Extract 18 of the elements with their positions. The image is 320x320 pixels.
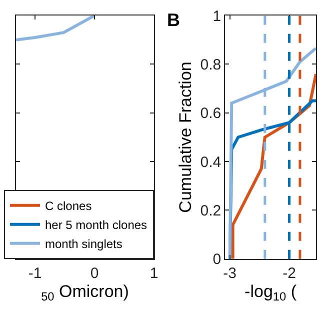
- legend-label: C clones: [45, 199, 92, 214]
- x-axis-title: -log$_{10}$ (: [244, 282, 297, 304]
- y-tick-label: 0.6: [200, 105, 222, 122]
- x-axis-title: $_{50}$ Omicron): [41, 282, 129, 304]
- y-tick-label: 0.8: [200, 56, 222, 74]
- y-tick-label: 0.4: [200, 154, 222, 171]
- y-tick-label: 1: [212, 8, 222, 25]
- legend-label: her 5 month clones: [45, 218, 148, 232]
- legend-label: month singlets: [45, 237, 122, 252]
- y-axis-title: Cumulative Fraction: [176, 62, 195, 213]
- x-tick-label: 0: [90, 264, 99, 282]
- x-tick-label: -2: [282, 264, 296, 282]
- x-tick-label: -3: [223, 264, 237, 282]
- y-tick-label: 0: [212, 251, 222, 268]
- chart-title: B: [167, 10, 180, 30]
- y-tick-label: 0.2: [200, 202, 222, 220]
- x-tick-label: -1: [28, 264, 42, 282]
- x-tick-label: 1: [150, 264, 158, 282]
